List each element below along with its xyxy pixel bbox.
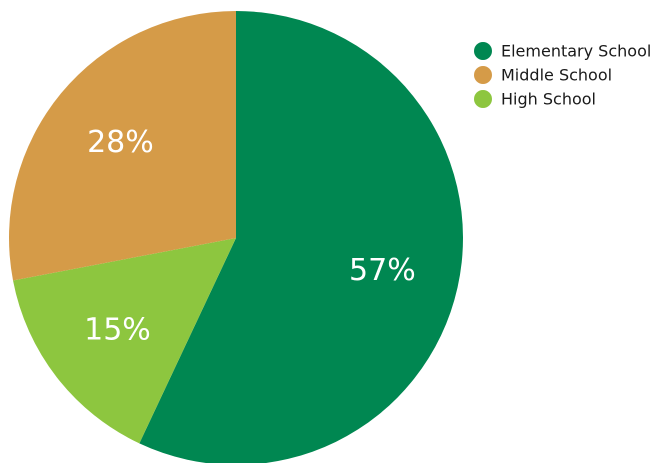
- legend: Elementary School Middle School High Schoo…: [474, 42, 651, 109]
- legend-label-high-school: High School: [501, 90, 596, 109]
- pie-slice-elementary-school: [139, 11, 463, 463]
- legend-marker-elementary-school: [474, 42, 492, 60]
- pie-slice-middle-school: [8, 11, 237, 281]
- legend-label-middle-school: Middle School: [501, 66, 612, 85]
- legend-marker-middle-school: [474, 66, 492, 84]
- legend-label-elementary-school: Elementary School: [501, 42, 651, 61]
- pie-slice-labels: 57% 15% 28%: [84, 125, 416, 348]
- slice-label-high-school: 15%: [84, 312, 151, 347]
- slice-label-elementary-school: 57%: [349, 253, 416, 288]
- legend-marker-high-school: [474, 90, 492, 108]
- pie-slices: [8, 11, 463, 463]
- slice-label-middle-school: 28%: [87, 125, 154, 160]
- pie-slice-high-school: [13, 238, 236, 444]
